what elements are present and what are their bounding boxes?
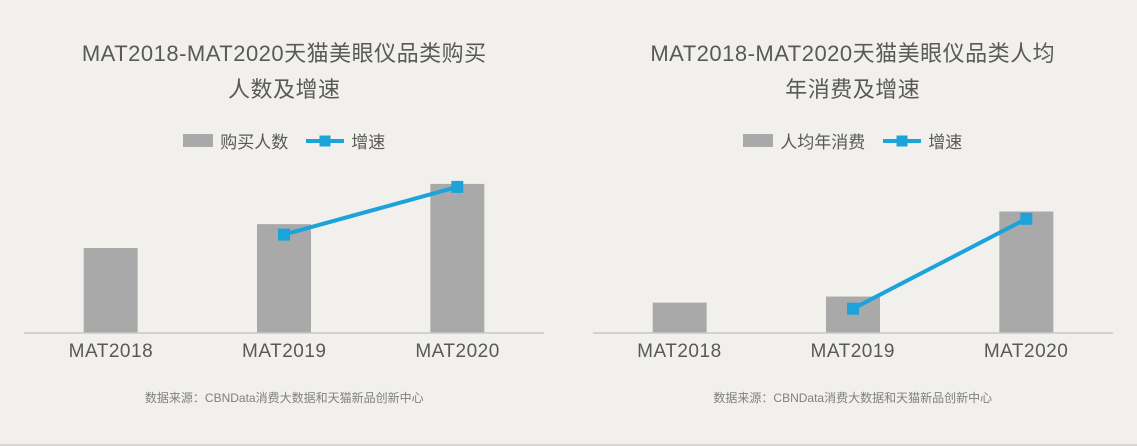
legend-line-marker-icon — [319, 135, 331, 146]
x-axis-label: MAT2020 — [983, 341, 1069, 362]
legend-bar-label: 购买人数 — [220, 133, 289, 152]
footer-divider — [0, 444, 1137, 446]
bar-line-chart — [592, 211, 1113, 334]
x-axis-label: MAT2020 — [415, 341, 500, 362]
x-axis-label: MAT2018 — [68, 341, 154, 362]
chart-title: MAT2018-MAT2020天猫美眼仪品类人均 年消费及增速 — [650, 36, 1055, 108]
legend-line-swatch — [883, 135, 922, 146]
source-note: 数据来源：CBNData消费大数据和天猫新品创新中心 — [144, 391, 424, 405]
legend-bar-label: 人均年消费 — [780, 133, 866, 152]
chart-panel-right: MAT2018-MAT2020天猫美眼仪品类人均 年消费及增速 人均年消费 增速… — [569, 36, 1137, 446]
legend-bar-swatch — [183, 134, 214, 147]
legend: 购买人数 增速 — [183, 128, 385, 153]
chart-panel-left: MAT2018-MAT2020天猫美眼仪品类购买 人数及增速 购买人数 增速 M… — [0, 36, 569, 446]
legend-line-label: 增速 — [351, 133, 386, 152]
legend-line-swatch — [306, 135, 345, 146]
source-note: 数据来源：CBNData消费大数据和天猫新品创新中心 — [713, 391, 993, 405]
bar-line-chart — [24, 180, 545, 334]
legend-line-label: 增速 — [928, 133, 963, 152]
x-axis-label: MAT2019 — [242, 341, 327, 362]
chart-title: MAT2018-MAT2020天猫美眼仪品类购买 人数及增速 — [82, 36, 487, 108]
legend-bar-swatch — [743, 134, 774, 147]
legend: 人均年消费 增速 — [743, 128, 962, 153]
chart-title-line2: 人数及增速 — [227, 77, 341, 102]
x-axis-label: MAT2019 — [810, 341, 895, 362]
legend-line-marker-icon — [896, 135, 908, 146]
x-axis-labels: MAT2018 MAT2019 MAT2020 — [593, 341, 1113, 363]
x-axis-labels: MAT2018 MAT2019 MAT2020 — [24, 341, 544, 363]
x-axis-label: MAT2018 — [637, 341, 722, 362]
chart-title-line1: MAT2018-MAT2020天猫美眼仪品类购买 — [81, 41, 487, 66]
chart-title-line2: 年消费及增速 — [785, 77, 921, 102]
chart-title-line1: MAT2018-MAT2020天猫美眼仪品类人均 — [650, 41, 1056, 66]
